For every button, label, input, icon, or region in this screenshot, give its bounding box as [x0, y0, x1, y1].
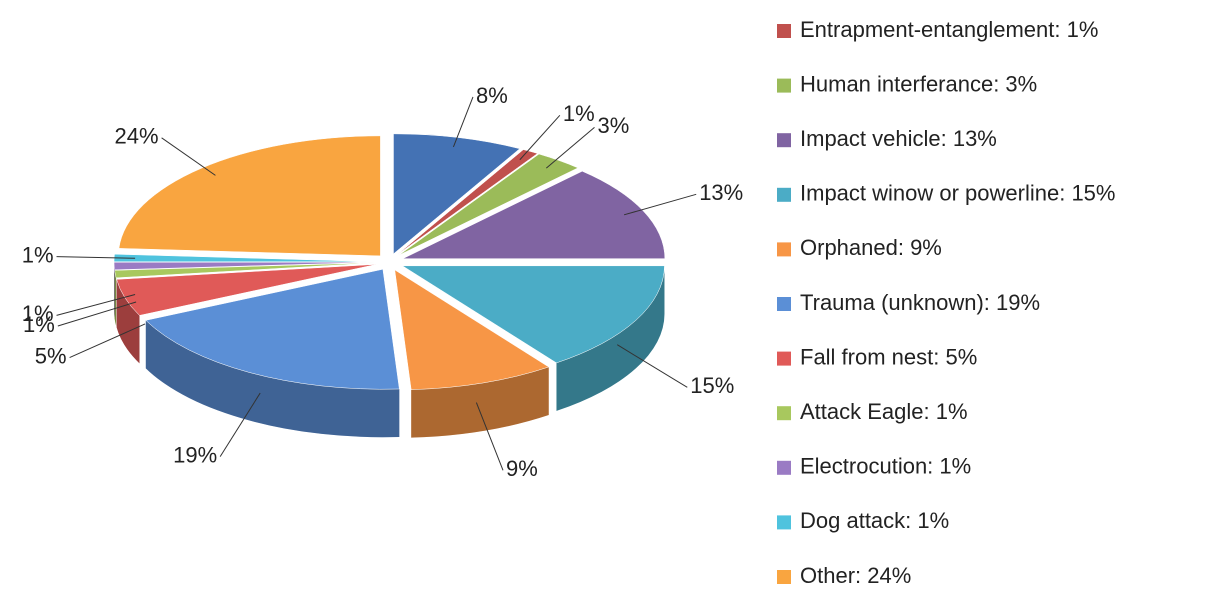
- data-label: 3%: [597, 113, 629, 138]
- legend-swatch: [777, 406, 791, 421]
- data-label: 9%: [506, 456, 538, 481]
- slice-sides: [114, 262, 665, 438]
- slice-side-shade: [114, 270, 117, 326]
- data-label: 1%: [563, 101, 595, 126]
- legend-swatch: [777, 242, 791, 257]
- slice: [114, 262, 377, 279]
- legend-swatch: [777, 515, 791, 530]
- slice-side: [556, 265, 665, 411]
- data-label: 19%: [173, 442, 217, 467]
- slice-side: [114, 270, 117, 326]
- legend-label: Human interferance: 3%: [800, 71, 1037, 96]
- slice-side-shade: [116, 279, 140, 364]
- slice: [145, 268, 400, 390]
- labels: 8%1% 3%13%15%9%19%5%1%1%1%24%: [22, 83, 744, 481]
- leader-line: [56, 294, 136, 316]
- data-label: 1%: [22, 301, 54, 326]
- leader-line: [57, 301, 137, 327]
- legend-label: Entrapment-entanglement: 1%: [800, 17, 1098, 42]
- legend-label: Fall from nest: 5%: [800, 344, 977, 369]
- leader-line: [452, 96, 474, 148]
- legend-label: Impact vehicle: 13%: [800, 126, 997, 151]
- legend: Entrapment-entanglement: 1% Human interfe…: [777, 17, 1115, 588]
- legend-swatch: [777, 187, 791, 202]
- slice-side: [116, 279, 140, 364]
- legend-label: Orphaned: 9%: [800, 235, 942, 260]
- leader-line: [545, 126, 595, 169]
- legend-swatch: [777, 133, 791, 148]
- legend-label: Attack Eagle: 1%: [800, 399, 968, 424]
- slice: [113, 262, 377, 271]
- slice: [118, 135, 381, 257]
- slice: [396, 149, 539, 255]
- slice-side: [114, 262, 115, 318]
- slice: [398, 153, 579, 256]
- legend-label: Impact winow or powerline: 15%: [800, 181, 1115, 206]
- slice: [393, 133, 521, 255]
- leader-line: [616, 344, 688, 388]
- slice-side-shade: [556, 265, 665, 411]
- leader-line: [519, 114, 561, 161]
- data-label: 15%: [690, 373, 734, 398]
- legend-swatch: [777, 24, 791, 38]
- legend-label: Other: 24%: [800, 563, 911, 588]
- legend-label: Dog attack: 1%: [800, 508, 949, 533]
- legend-swatch: [777, 460, 791, 475]
- slice: [113, 253, 377, 262]
- slice: [401, 265, 665, 364]
- data-label: 13%: [699, 180, 743, 205]
- data-label: 1%: [23, 312, 55, 337]
- leader-line: [475, 402, 504, 471]
- data-label: 1%: [22, 242, 54, 267]
- slice-side-shade: [411, 366, 549, 438]
- leader-line: [69, 323, 146, 358]
- slice-side-shade: [145, 320, 400, 438]
- slice: [116, 264, 377, 316]
- data-label: 5%: [35, 343, 67, 368]
- leader-line: [623, 193, 697, 216]
- legend-label: Electrocution: 1%: [800, 454, 971, 479]
- data-label: 8%: [476, 83, 508, 108]
- legend-label: Trauma (unknown): 19%: [800, 290, 1040, 315]
- slice-side: [411, 366, 549, 438]
- data-label: 24%: [115, 124, 159, 149]
- legend-swatch: [777, 78, 791, 93]
- leader-line: [219, 392, 261, 457]
- leader-line: [56, 256, 136, 259]
- legend-swatch: [777, 570, 791, 584]
- slice-tops: [113, 133, 666, 390]
- legend-swatch: [777, 297, 791, 311]
- slice-side: [145, 320, 400, 438]
- slice: [394, 269, 550, 390]
- slice-side-shade: [114, 262, 115, 318]
- leader-line: [161, 137, 216, 176]
- legend-swatch: [777, 351, 791, 366]
- slice: [402, 170, 666, 259]
